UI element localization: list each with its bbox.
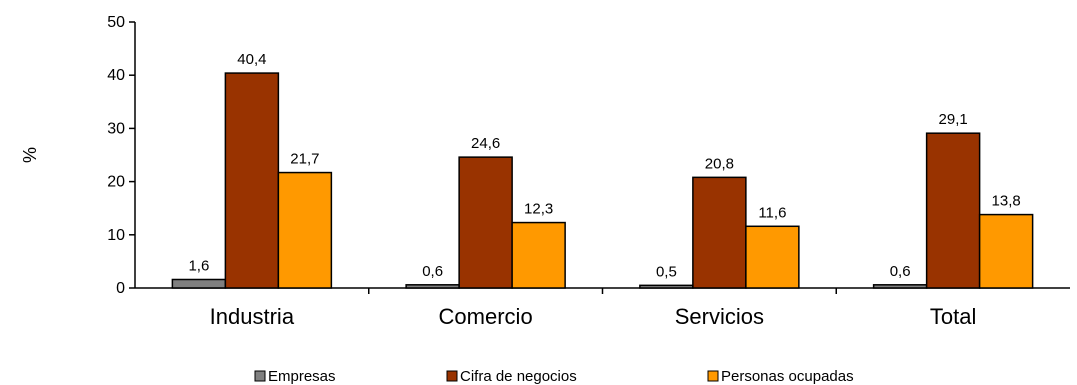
data-label: 0,6 [422, 263, 443, 280]
bar-personas-ocupadas-servicios [745, 225, 800, 289]
legend-swatch [446, 370, 458, 382]
bar-empresas-total [872, 284, 928, 289]
y-tick-label: 10 [107, 227, 125, 244]
bar-empresas-servicios [639, 284, 694, 289]
data-label: 12,3 [524, 201, 553, 218]
y-tick-label: 50 [107, 14, 125, 31]
x-category-label: Industria [210, 304, 295, 329]
data-label: 11,6 [758, 204, 786, 221]
y-tick-label: 0 [116, 280, 125, 297]
y-ticks: 0 10 20 30 40 50 [107, 14, 135, 297]
bars: 1,6 40,4 21,7 0,6 24,6 12,3 0,5 20,8 11,6 0,6 29,1… [171, 51, 1034, 289]
data-label: 13,8 [992, 193, 1021, 210]
legend-swatch [707, 370, 719, 382]
data-label: 24,6 [471, 135, 500, 152]
data-label: 40,4 [237, 51, 266, 68]
y-tick-label: 40 [107, 67, 125, 84]
y-axis-label: % [20, 147, 40, 163]
legend: Empresas Cifra de negocios Personas ocupad… [254, 368, 854, 385]
data-label: 29,1 [939, 111, 968, 128]
legend-label: Cifra de negocios [460, 368, 577, 385]
data-label: 0,6 [890, 263, 911, 280]
legend-label: Empresas [268, 368, 336, 385]
bar-cifra-de-negocios-servicios [692, 176, 747, 289]
bar-cifra-de-negocios-industria [224, 72, 280, 289]
legend-swatch [254, 370, 266, 382]
bar-cifra-de-negocios-comercio [458, 156, 513, 289]
bar-empresas-industria [171, 278, 227, 289]
x-category-label: Servicios [675, 304, 764, 329]
x-category-label: Comercio [439, 304, 533, 329]
y-tick-label: 20 [107, 174, 125, 191]
bar-personas-ocupadas-comercio [511, 221, 566, 289]
x-categories: Industria Comercio Servicios Total [210, 288, 976, 329]
legend-label: Personas ocupadas [721, 368, 854, 385]
bar-personas-ocupadas-industria [277, 171, 333, 289]
bar-cifra-de-negocios-total [925, 132, 981, 289]
bar-empresas-comercio [405, 284, 460, 289]
x-category-label: Total [930, 304, 976, 329]
y-tick-label: 30 [107, 120, 125, 137]
bar-personas-ocupadas-total [978, 213, 1034, 289]
data-label: 20,8 [705, 155, 734, 172]
data-label: 1,6 [188, 257, 209, 274]
data-label: 0,5 [656, 263, 677, 280]
data-label: 21,7 [290, 151, 319, 168]
